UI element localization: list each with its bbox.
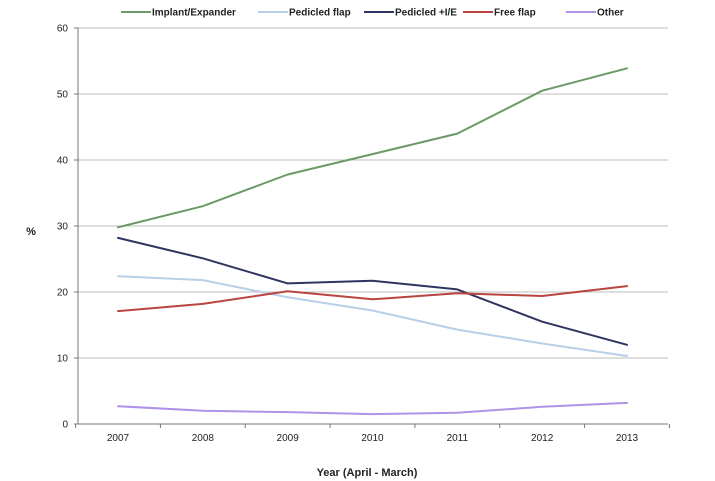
- legend-label: Implant/Expander: [152, 8, 236, 19]
- y-tick-label: 60: [57, 24, 69, 35]
- y-axis-label: %: [26, 226, 36, 238]
- legend: Implant/Expander Pedicled flap Pedicled +I…: [121, 8, 624, 19]
- x-axis-label: Year (April - March): [317, 467, 418, 479]
- legend-label: Free flap: [494, 8, 536, 19]
- legend-label: Pedicled flap: [289, 8, 351, 19]
- legend-item-pedicled-i-e: Pedicled +I/E: [364, 8, 457, 19]
- series-line-free-flap: [117, 285, 628, 313]
- y-tick-label: 50: [57, 90, 69, 101]
- y-tick-label: 0: [62, 420, 68, 431]
- legend-label: Pedicled +I/E: [395, 8, 457, 19]
- gridlines: [78, 27, 668, 359]
- y-tick-label: 20: [57, 288, 69, 299]
- x-tick-label: 2011: [447, 433, 469, 444]
- series-lines: [117, 67, 628, 416]
- y-tick-label: 40: [57, 156, 69, 167]
- series-line-pedicled-flap: [117, 275, 628, 357]
- series-line-pedicled-i-e: [117, 236, 628, 346]
- y-tick-label: 30: [57, 222, 69, 233]
- series-line-implant-expander: [117, 67, 628, 229]
- legend-item-other: Other: [566, 8, 624, 19]
- legend-item-pedicled-flap: Pedicled flap: [258, 8, 351, 19]
- x-tick-label: 2013: [616, 433, 639, 444]
- x-tick-label: 2009: [277, 433, 300, 444]
- x-tick-label: 2008: [192, 433, 215, 444]
- series-line-other: [117, 401, 628, 416]
- legend-item-free-flap: Free flap: [463, 8, 536, 19]
- legend-label: Other: [597, 8, 624, 19]
- y-tick-label: 10: [57, 354, 69, 365]
- x-tick-label: 2007: [107, 433, 130, 444]
- axes: 0 10 20 30 40 50 60 2007 2008 2009 2010 2011 2012 201…: [57, 24, 670, 444]
- x-tick-label: 2012: [531, 433, 554, 444]
- legend-item-implant-expander: Implant/Expander: [121, 8, 236, 19]
- x-tick-label: 2010: [361, 433, 384, 444]
